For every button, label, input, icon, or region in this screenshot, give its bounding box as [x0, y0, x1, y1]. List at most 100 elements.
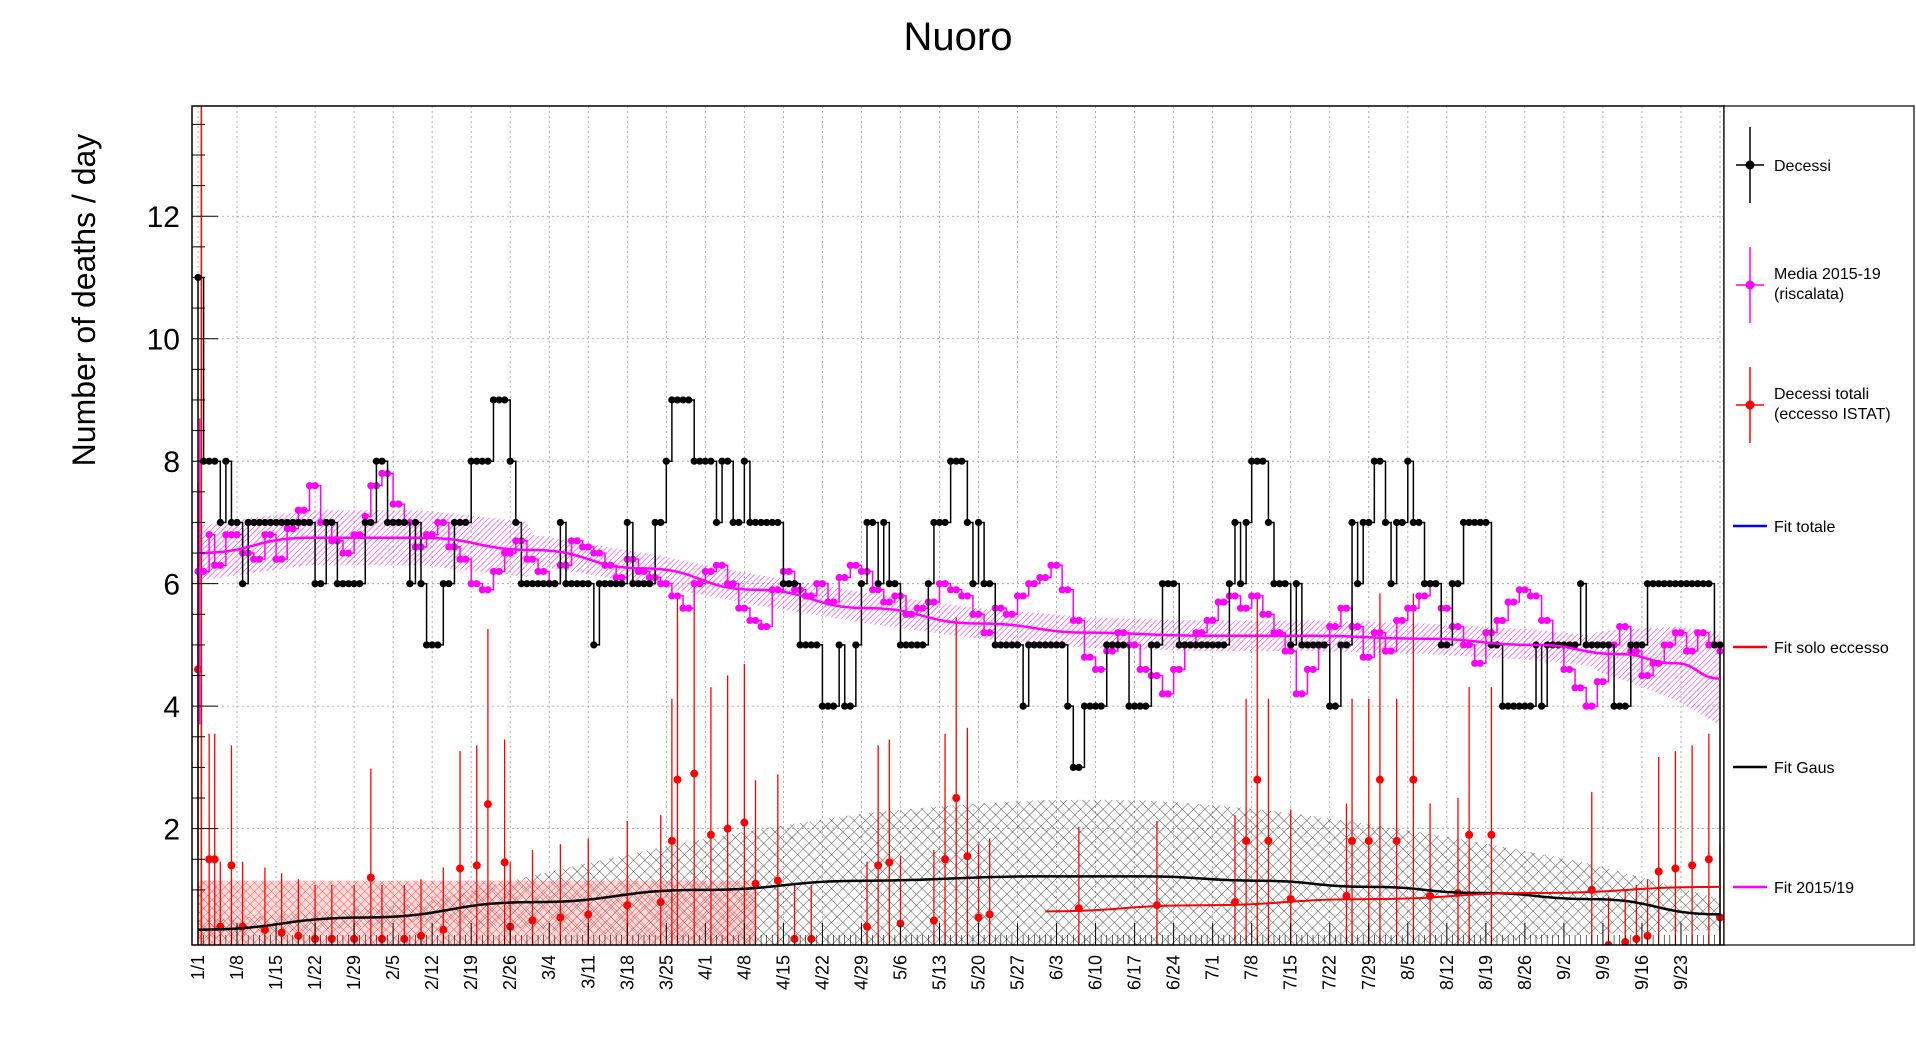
media-point — [690, 580, 698, 588]
media-point — [874, 586, 882, 594]
media-point — [1660, 641, 1668, 649]
x-tick-label: 4/22 — [812, 955, 832, 990]
media-point — [1164, 690, 1172, 698]
decessi-point — [807, 641, 815, 649]
media-point — [311, 482, 319, 490]
decessi-point — [1381, 518, 1390, 527]
decessi-point — [829, 702, 838, 710]
decessi-point — [517, 580, 525, 588]
decessi-point — [768, 518, 776, 527]
decessi-point — [545, 580, 553, 588]
media-point — [1532, 592, 1540, 600]
media-point — [1298, 690, 1306, 698]
decessi-point — [1002, 641, 1010, 649]
decessi-point — [1287, 641, 1295, 649]
decessi-point — [1616, 702, 1624, 710]
media-point — [1404, 604, 1412, 612]
legend-entry: Fit 2015/19 — [1733, 880, 1854, 897]
excess-point — [723, 824, 732, 833]
x-tick-label: 8/12 — [1437, 955, 1457, 990]
media-point — [1342, 604, 1351, 612]
decessi-point — [997, 641, 1005, 649]
decessi-point — [1482, 518, 1490, 527]
media-point — [1025, 580, 1033, 588]
decessi-point — [712, 518, 721, 527]
decessi-point — [1030, 641, 1038, 649]
series-media — [194, 418, 1724, 725]
media-point — [540, 567, 548, 576]
media-point — [913, 604, 921, 612]
decessi-point — [1175, 641, 1183, 649]
fit-excess-curve — [1045, 885, 1721, 913]
media-point — [1041, 573, 1050, 582]
excess-point — [667, 836, 676, 845]
excess-point — [1342, 892, 1351, 901]
decessi-point — [1069, 763, 1077, 772]
media-point — [634, 567, 643, 576]
media-point — [1253, 592, 1261, 600]
media-point — [662, 580, 670, 588]
decessi-point — [779, 580, 787, 588]
media-point — [685, 604, 693, 612]
decessi-point — [1432, 580, 1440, 588]
media-point — [1638, 671, 1646, 680]
x-tick-label: 2/5 — [383, 955, 403, 980]
decessi-point — [634, 580, 643, 588]
decessi-point — [1248, 457, 1256, 465]
excess-point — [210, 855, 219, 864]
decessi-point — [1510, 702, 1518, 710]
decessi-point — [902, 641, 910, 649]
decessi-point — [1443, 641, 1451, 649]
decessi-point — [740, 457, 748, 465]
x-tick-label: 3/25 — [656, 955, 676, 990]
decessi-point — [1131, 702, 1139, 710]
decessi-point — [1415, 518, 1423, 527]
decessi-point — [729, 518, 737, 527]
decessi-point — [350, 580, 358, 588]
media-point — [1393, 616, 1401, 625]
decessi-point — [1253, 457, 1261, 465]
media-point — [891, 592, 899, 600]
decessi-point — [1091, 702, 1100, 710]
x-tick-label: 1/15 — [266, 955, 286, 990]
media-point — [278, 555, 286, 563]
media-point — [1543, 616, 1551, 625]
decessi-point — [1331, 702, 1339, 710]
media-point — [757, 622, 765, 631]
media-point — [1476, 659, 1484, 667]
x-tick-label: 9/9 — [1593, 955, 1613, 980]
media-point — [1264, 610, 1273, 618]
media-point — [1560, 665, 1568, 674]
media-point — [1069, 616, 1077, 625]
decessi-point — [1097, 702, 1105, 710]
decessi-point — [1521, 702, 1529, 710]
media-point — [1643, 671, 1652, 680]
decessi-point — [1627, 641, 1635, 649]
media-point — [645, 573, 654, 582]
excess-point — [929, 916, 938, 925]
excess-point — [885, 858, 894, 867]
decessi-point — [1337, 641, 1345, 649]
media-point — [1275, 629, 1284, 637]
decessi-point — [1342, 641, 1351, 649]
decessi-point — [512, 518, 520, 527]
decessi-point — [874, 580, 882, 588]
media-point — [1599, 678, 1607, 686]
excess-point — [623, 901, 632, 910]
excess-point — [1409, 775, 1418, 784]
x-tick-label: 1/8 — [227, 955, 247, 980]
x-tick-label: 4/15 — [773, 955, 793, 990]
media-point — [367, 482, 375, 490]
media-point — [751, 616, 760, 625]
decessi-point — [1621, 702, 1629, 710]
decessi-point — [974, 518, 983, 527]
decessi-point — [328, 518, 336, 527]
media-point — [434, 518, 442, 527]
decessi-point — [690, 457, 698, 465]
media-point — [1694, 629, 1702, 637]
media-point — [980, 629, 988, 637]
decessi-point — [774, 518, 782, 527]
media-point — [1292, 690, 1300, 698]
decessi-point — [1309, 641, 1317, 649]
decessi-point — [551, 580, 559, 588]
